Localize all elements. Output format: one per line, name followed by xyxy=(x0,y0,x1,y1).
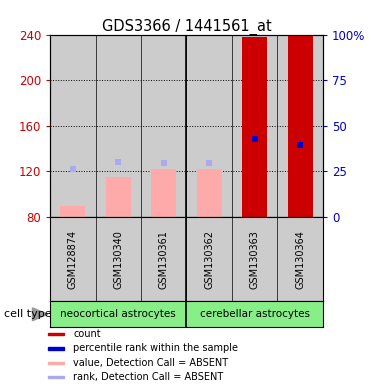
Text: GSM130363: GSM130363 xyxy=(250,230,260,289)
Text: GSM130361: GSM130361 xyxy=(159,230,169,289)
Bar xyxy=(106,177,131,217)
Text: cerebellar astrocytes: cerebellar astrocytes xyxy=(200,309,309,319)
Title: GDS3366 / 1441561_at: GDS3366 / 1441561_at xyxy=(102,18,271,35)
Bar xyxy=(151,169,176,217)
Bar xyxy=(48,362,64,364)
Text: rank, Detection Call = ABSENT: rank, Detection Call = ABSENT xyxy=(73,372,224,382)
Bar xyxy=(60,205,85,217)
Text: neocortical astrocytes: neocortical astrocytes xyxy=(60,309,176,319)
Text: GSM128874: GSM128874 xyxy=(68,230,78,289)
Bar xyxy=(141,35,187,217)
Bar xyxy=(278,35,323,217)
Bar xyxy=(48,333,64,335)
Text: value, Detection Call = ABSENT: value, Detection Call = ABSENT xyxy=(73,358,229,368)
Text: cell type: cell type xyxy=(4,309,51,319)
Bar xyxy=(187,35,232,217)
Text: GSM130340: GSM130340 xyxy=(113,230,123,289)
Bar xyxy=(48,376,64,378)
Bar xyxy=(232,35,278,217)
Text: GSM130364: GSM130364 xyxy=(295,230,305,289)
Bar xyxy=(50,35,96,217)
Text: count: count xyxy=(73,329,101,339)
Text: GSM130362: GSM130362 xyxy=(204,230,214,289)
Bar xyxy=(48,348,64,349)
Bar xyxy=(197,169,221,217)
Bar xyxy=(96,35,141,217)
Polygon shape xyxy=(33,308,48,321)
Bar xyxy=(242,37,267,217)
Text: percentile rank within the sample: percentile rank within the sample xyxy=(73,343,239,354)
Bar xyxy=(288,35,312,217)
